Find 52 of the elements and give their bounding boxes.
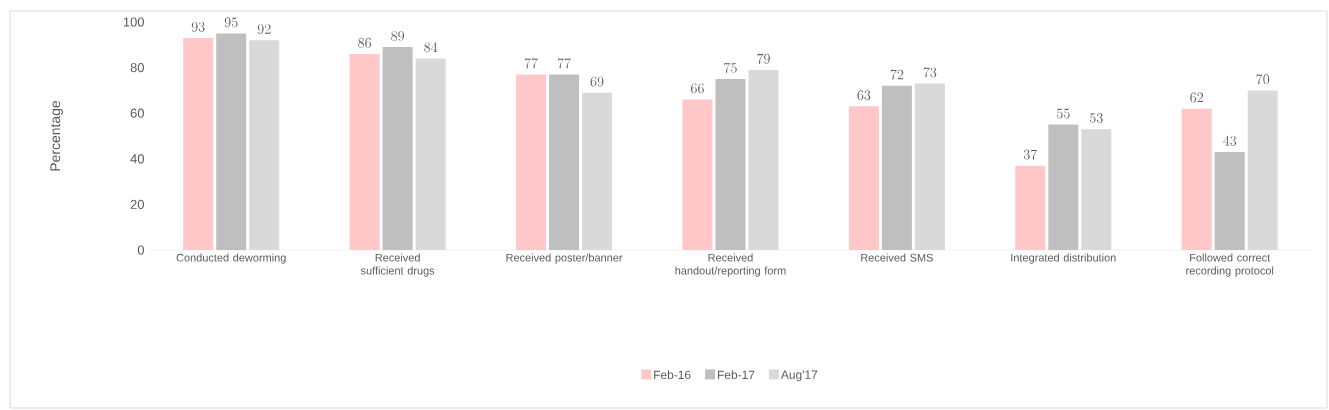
data-label: 72 bbox=[890, 69, 904, 80]
data-label: 62 bbox=[1190, 92, 1204, 103]
data-label: 70 bbox=[1256, 74, 1270, 85]
data-label: 86 bbox=[358, 37, 372, 48]
legend-label: Feb-16 bbox=[654, 370, 691, 380]
bar bbox=[549, 74, 580, 250]
y-tick-label: 0 bbox=[137, 245, 144, 255]
data-label: 75 bbox=[724, 62, 737, 73]
bar bbox=[349, 53, 380, 250]
data-label: 37 bbox=[1023, 149, 1038, 160]
data-label: 89 bbox=[391, 31, 405, 41]
y-tick-label: 80 bbox=[130, 63, 144, 73]
data-label: 95 bbox=[224, 17, 238, 28]
bar bbox=[715, 79, 746, 250]
data-label: 66 bbox=[691, 83, 704, 94]
data-label: 77 bbox=[524, 58, 538, 69]
y-axis-title: Percentage bbox=[50, 100, 63, 171]
data-label: 43 bbox=[1223, 135, 1237, 146]
y-tick-label: 60 bbox=[130, 108, 144, 118]
legend-label: Aug'17 bbox=[780, 370, 818, 382]
data-label: 84 bbox=[424, 42, 438, 53]
x-tick-label: Received SMS bbox=[861, 253, 933, 262]
bar bbox=[216, 33, 247, 250]
x-tick-label: Received sufficient drugs bbox=[360, 253, 435, 277]
bar bbox=[848, 106, 879, 250]
data-label: 77 bbox=[557, 58, 571, 69]
bar bbox=[1214, 151, 1245, 250]
legend-label: Feb-17 bbox=[718, 370, 755, 380]
bar bbox=[1015, 165, 1046, 250]
data-label: 63 bbox=[857, 90, 871, 101]
x-tick-label: Conducted deworming bbox=[176, 253, 286, 264]
bar bbox=[881, 85, 912, 250]
x-tick-label: Integrated distribution bbox=[1011, 253, 1116, 264]
x-tick-label: Received handout/reporting form bbox=[675, 253, 786, 277]
x-tick-label: Followed correct recording protocol bbox=[1186, 253, 1274, 277]
data-label: 92 bbox=[257, 24, 271, 35]
bar bbox=[1048, 124, 1079, 250]
bar bbox=[682, 99, 713, 250]
bar bbox=[183, 37, 214, 250]
y-tick-label: 100 bbox=[123, 17, 144, 27]
data-label: 55 bbox=[1056, 108, 1070, 119]
bar bbox=[382, 47, 413, 250]
x-tick-label: Received poster/banner bbox=[506, 253, 623, 264]
data-label: 93 bbox=[191, 21, 205, 32]
bar bbox=[516, 74, 547, 250]
data-label: 69 bbox=[590, 76, 604, 87]
y-tick-label: 20 bbox=[130, 199, 144, 209]
data-label: 79 bbox=[757, 53, 770, 64]
y-tick-label: 40 bbox=[130, 154, 144, 164]
data-label: 73 bbox=[923, 67, 937, 78]
data-label: 53 bbox=[1089, 113, 1103, 123]
bar bbox=[1181, 108, 1212, 250]
